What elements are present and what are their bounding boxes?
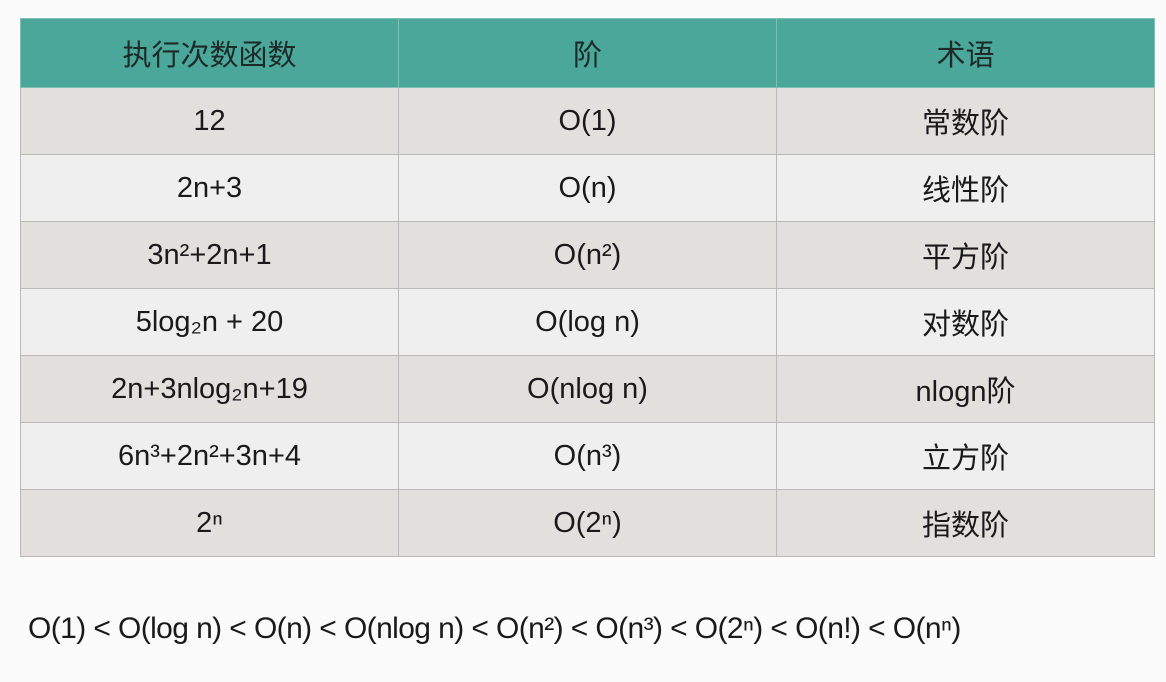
table-row: 6n³+2n²+3n+4 O(n³) 立方阶 xyxy=(20,422,1155,490)
cell-function: 12 xyxy=(20,87,399,155)
complexity-table: 执行次数函数 阶 术语 12 O(1) 常数阶 2n+3 O(n) 线性阶 3n²+2n+1… xyxy=(20,18,1155,557)
cell-order: O(n³) xyxy=(398,422,777,490)
cell-function: 2n+3nlog₂n+19 xyxy=(20,355,399,423)
table-row: 2n+3nlog₂n+19 O(nlog n) nlogn阶 xyxy=(20,355,1155,423)
cell-function: 2ⁿ xyxy=(20,489,399,557)
cell-term: 对数阶 xyxy=(776,288,1155,356)
cell-term: nlogn阶 xyxy=(776,355,1155,423)
table-row: 3n²+2n+1 O(n²) 平方阶 xyxy=(20,221,1155,289)
cell-order: O(n) xyxy=(398,154,777,222)
cell-term: 立方阶 xyxy=(776,422,1155,490)
cell-term: 常数阶 xyxy=(776,87,1155,155)
cell-function: 2n+3 xyxy=(20,154,399,222)
cell-function: 3n²+2n+1 xyxy=(20,221,399,289)
header-function: 执行次数函数 xyxy=(20,18,399,88)
cell-order: O(2ⁿ) xyxy=(398,489,777,557)
table-row: 12 O(1) 常数阶 xyxy=(20,87,1155,155)
cell-term: 指数阶 xyxy=(776,489,1155,557)
cell-term: 平方阶 xyxy=(776,221,1155,289)
cell-order: O(log n) xyxy=(398,288,777,356)
header-order: 阶 xyxy=(398,18,777,88)
table-row: 2ⁿ O(2ⁿ) 指数阶 xyxy=(20,489,1155,557)
table-row: 2n+3 O(n) 线性阶 xyxy=(20,154,1155,222)
cell-order: O(nlog n) xyxy=(398,355,777,423)
header-term: 术语 xyxy=(776,18,1155,88)
complexity-order-formula: O(1) < O(log n) < O(n) < O(nlog n) < O(n… xyxy=(28,612,961,645)
cell-function: 5log₂n + 20 xyxy=(20,288,399,356)
cell-term: 线性阶 xyxy=(776,154,1155,222)
cell-function: 6n³+2n²+3n+4 xyxy=(20,422,399,490)
table-header-row: 执行次数函数 阶 术语 xyxy=(20,18,1155,88)
table-row: 5log₂n + 20 O(log n) 对数阶 xyxy=(20,288,1155,356)
cell-order: O(n²) xyxy=(398,221,777,289)
cell-order: O(1) xyxy=(398,87,777,155)
